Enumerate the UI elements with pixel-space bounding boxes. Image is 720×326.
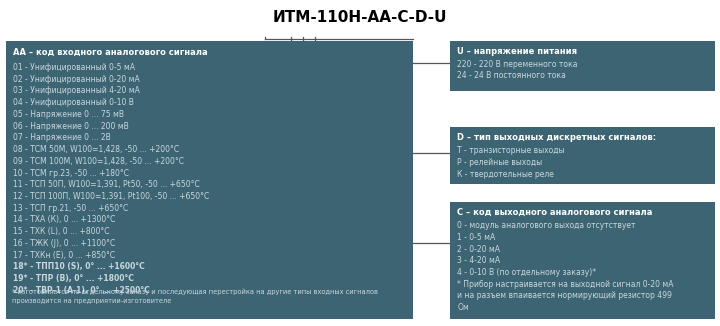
Text: 09 - ТСМ 100М, W100=1,428, -50 ... +200°С: 09 - ТСМ 100М, W100=1,428, -50 ... +200°… <box>13 157 184 166</box>
Bar <box>450 202 715 319</box>
Text: 11 - ТСП 50П, W100=1,391, Pt50, -50 ... +650°С: 11 - ТСП 50П, W100=1,391, Pt50, -50 ... … <box>13 180 199 189</box>
Text: 12 - ТСП 100П, W100=1,391, Pt100, -50 ... +650°С: 12 - ТСП 100П, W100=1,391, Pt100, -50 ..… <box>13 192 210 201</box>
Text: 15 - ТХК (L), 0 ... +800°С: 15 - ТХК (L), 0 ... +800°С <box>13 227 109 236</box>
Text: 3 - 4-20 мА: 3 - 4-20 мА <box>457 256 500 265</box>
Text: 20* - ТВР-1 (А-1), 0° ... +2500°С: 20* - ТВР-1 (А-1), 0° ... +2500°С <box>13 286 150 295</box>
Text: 10 - ТСМ гр.23, -50 ... +180°С: 10 - ТСМ гр.23, -50 ... +180°С <box>13 169 129 178</box>
Text: 24 - 24 В постоянного тока: 24 - 24 В постоянного тока <box>457 71 566 81</box>
Text: 1 - 0-5 мА: 1 - 0-5 мА <box>457 233 495 242</box>
Bar <box>450 127 715 184</box>
Text: 14 - ТХА (К), 0 ... +1300°С: 14 - ТХА (К), 0 ... +1300°С <box>13 215 115 225</box>
Text: Ом: Ом <box>457 303 469 312</box>
Text: * изготовляется по отдельному заказу и последующая перестройка на другие типы вх: * изготовляется по отдельному заказу и п… <box>12 289 377 304</box>
Text: Р - релейные выходы: Р - релейные выходы <box>457 158 542 167</box>
Text: 19* - ТПР (В), 0° ... +1800°С: 19* - ТПР (В), 0° ... +1800°С <box>13 274 134 283</box>
Text: 0 - модуль аналогового выхода отсутствует: 0 - модуль аналогового выхода отсутствуе… <box>457 221 636 230</box>
Text: 13 - ТСП гр.21, -50 ... +650°С: 13 - ТСП гр.21, -50 ... +650°С <box>13 204 128 213</box>
Text: 03 - Унифицированный 4-20 мА: 03 - Унифицированный 4-20 мА <box>13 86 140 96</box>
Text: Т - транзисторные выходы: Т - транзисторные выходы <box>457 146 564 155</box>
Bar <box>450 41 715 91</box>
Bar <box>6 41 413 319</box>
Text: 220 - 220 В переменного тока: 220 - 220 В переменного тока <box>457 60 577 69</box>
Text: 02 - Унифицированный 0-20 мА: 02 - Унифицированный 0-20 мА <box>13 75 140 84</box>
Text: и на разъем впаивается нормирующий резистор 499: и на разъем впаивается нормирующий резис… <box>457 291 672 301</box>
Text: 07 - Напряжение 0 ... 2В: 07 - Напряжение 0 ... 2В <box>13 133 111 142</box>
Text: 17 - ТХКн (Е), 0 ... +850°С: 17 - ТХКн (Е), 0 ... +850°С <box>13 251 115 260</box>
Text: 2 - 0-20 мА: 2 - 0-20 мА <box>457 244 500 254</box>
Text: С – код выходного аналогового сигнала: С – код выходного аналогового сигнала <box>457 208 652 217</box>
Text: АА – код входного аналогового сигнала: АА – код входного аналогового сигнала <box>13 48 207 57</box>
Text: 4 - 0-10 В (по отдельному заказу)*: 4 - 0-10 В (по отдельному заказу)* <box>457 268 596 277</box>
Text: 18* - ТПП10 (S), 0° ... +1600°С: 18* - ТПП10 (S), 0° ... +1600°С <box>13 262 145 272</box>
Text: * Прибор настраивается на выходной сигнал 0-20 мА: * Прибор настраивается на выходной сигна… <box>457 280 674 289</box>
Text: 06 - Напряжение 0 ... 200 мВ: 06 - Напряжение 0 ... 200 мВ <box>13 122 129 131</box>
Text: 05 - Напряжение 0 ... 75 мВ: 05 - Напряжение 0 ... 75 мВ <box>13 110 124 119</box>
Text: 08 - ТСМ 50М, W100=1,428, -50 ... +200°С: 08 - ТСМ 50М, W100=1,428, -50 ... +200°С <box>13 145 179 154</box>
Text: ИТМ-110Н-АА-С-D-U: ИТМ-110Н-АА-С-D-U <box>273 10 447 25</box>
Text: 01 - Унифицированный 0-5 мА: 01 - Унифицированный 0-5 мА <box>13 63 135 72</box>
Text: U – напряжение питания: U – напряжение питания <box>457 47 577 56</box>
Text: 04 - Унифицированный 0-10 В: 04 - Унифицированный 0-10 В <box>13 98 134 107</box>
Text: К - твердотельные реле: К - твердотельные реле <box>457 170 554 179</box>
Text: 16 - ТЖК (J), 0 ... +1100°С: 16 - ТЖК (J), 0 ... +1100°С <box>13 239 115 248</box>
Text: D – тип выходных дискретных сигналов:: D – тип выходных дискретных сигналов: <box>457 133 657 142</box>
